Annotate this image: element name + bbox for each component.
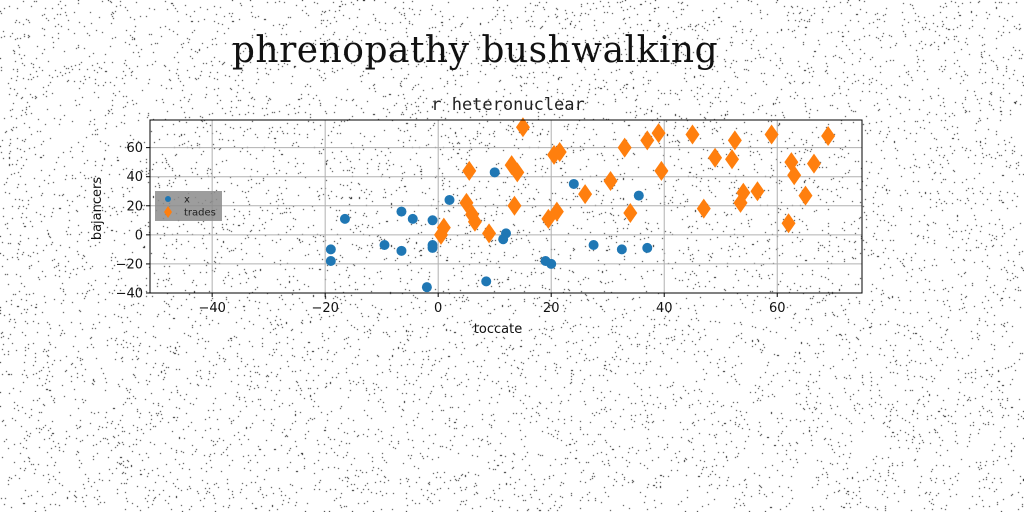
data-point-trades	[798, 186, 812, 206]
data-point-x	[634, 191, 644, 201]
data-point-trades	[604, 171, 618, 191]
x-tick-label: 20	[543, 301, 560, 316]
x-axis-label: toccate	[474, 322, 522, 337]
data-point-trades	[750, 181, 764, 201]
data-point-trades	[782, 213, 796, 233]
data-point-x	[428, 215, 438, 225]
y-tick-label: 20	[126, 199, 143, 214]
x-tick-label: 60	[769, 301, 786, 316]
data-point-x	[326, 244, 336, 254]
legend-label-x: x	[184, 195, 190, 206]
data-point-x	[617, 244, 627, 254]
data-point-trades	[507, 196, 521, 216]
legend: x trades	[155, 191, 222, 221]
data-point-x	[380, 240, 390, 250]
data-point-x	[546, 259, 556, 269]
data-point-x	[444, 195, 454, 205]
data-point-trades	[708, 148, 722, 168]
data-point-x	[408, 214, 418, 224]
chart-title: r heteronuclear	[431, 95, 585, 115]
x-tick-label: −40	[198, 301, 225, 316]
plot-frame	[150, 120, 862, 293]
x-tick-label: 0	[434, 301, 442, 316]
y-axis-label: bajancers	[90, 177, 105, 241]
data-point-x	[340, 214, 350, 224]
data-point-trades	[697, 199, 711, 219]
x-tick-label: 40	[656, 301, 673, 316]
data-point-x	[569, 179, 579, 189]
data-point-x	[396, 246, 406, 256]
data-point-x	[481, 276, 491, 286]
data-point-trades	[618, 138, 632, 158]
data-point-trades	[654, 161, 668, 181]
data-markers	[326, 117, 835, 292]
data-point-trades	[578, 184, 592, 204]
data-point-trades	[462, 161, 476, 181]
data-point-x	[589, 240, 599, 250]
legend-marker-x	[165, 196, 171, 202]
data-point-x	[422, 282, 432, 292]
data-point-trades	[482, 223, 496, 243]
grid-lines	[150, 120, 862, 293]
y-tick-label: −40	[116, 287, 143, 302]
y-tick-label: 0	[135, 228, 143, 243]
y-tick-label: −20	[116, 257, 143, 272]
data-point-x	[642, 243, 652, 253]
data-point-trades	[821, 126, 835, 146]
x-tick-label: −20	[311, 301, 338, 316]
legend-label-trades: trades	[184, 208, 216, 219]
data-point-trades	[807, 154, 821, 174]
data-point-x	[428, 243, 438, 253]
data-point-trades	[725, 149, 739, 169]
data-point-trades	[685, 125, 699, 145]
plot-area	[150, 120, 862, 293]
data-point-x	[490, 167, 500, 177]
data-point-x	[501, 228, 511, 238]
data-point-x	[396, 207, 406, 217]
data-point-trades	[765, 125, 779, 145]
y-tick-label: 40	[126, 170, 143, 185]
data-point-x	[326, 256, 336, 266]
x-axis-ticks: −40 −20 0 20 40 60	[198, 293, 785, 316]
y-axis-ticks: −40 −20 0 20 40 60	[116, 141, 150, 301]
y-tick-label: 60	[126, 141, 143, 156]
